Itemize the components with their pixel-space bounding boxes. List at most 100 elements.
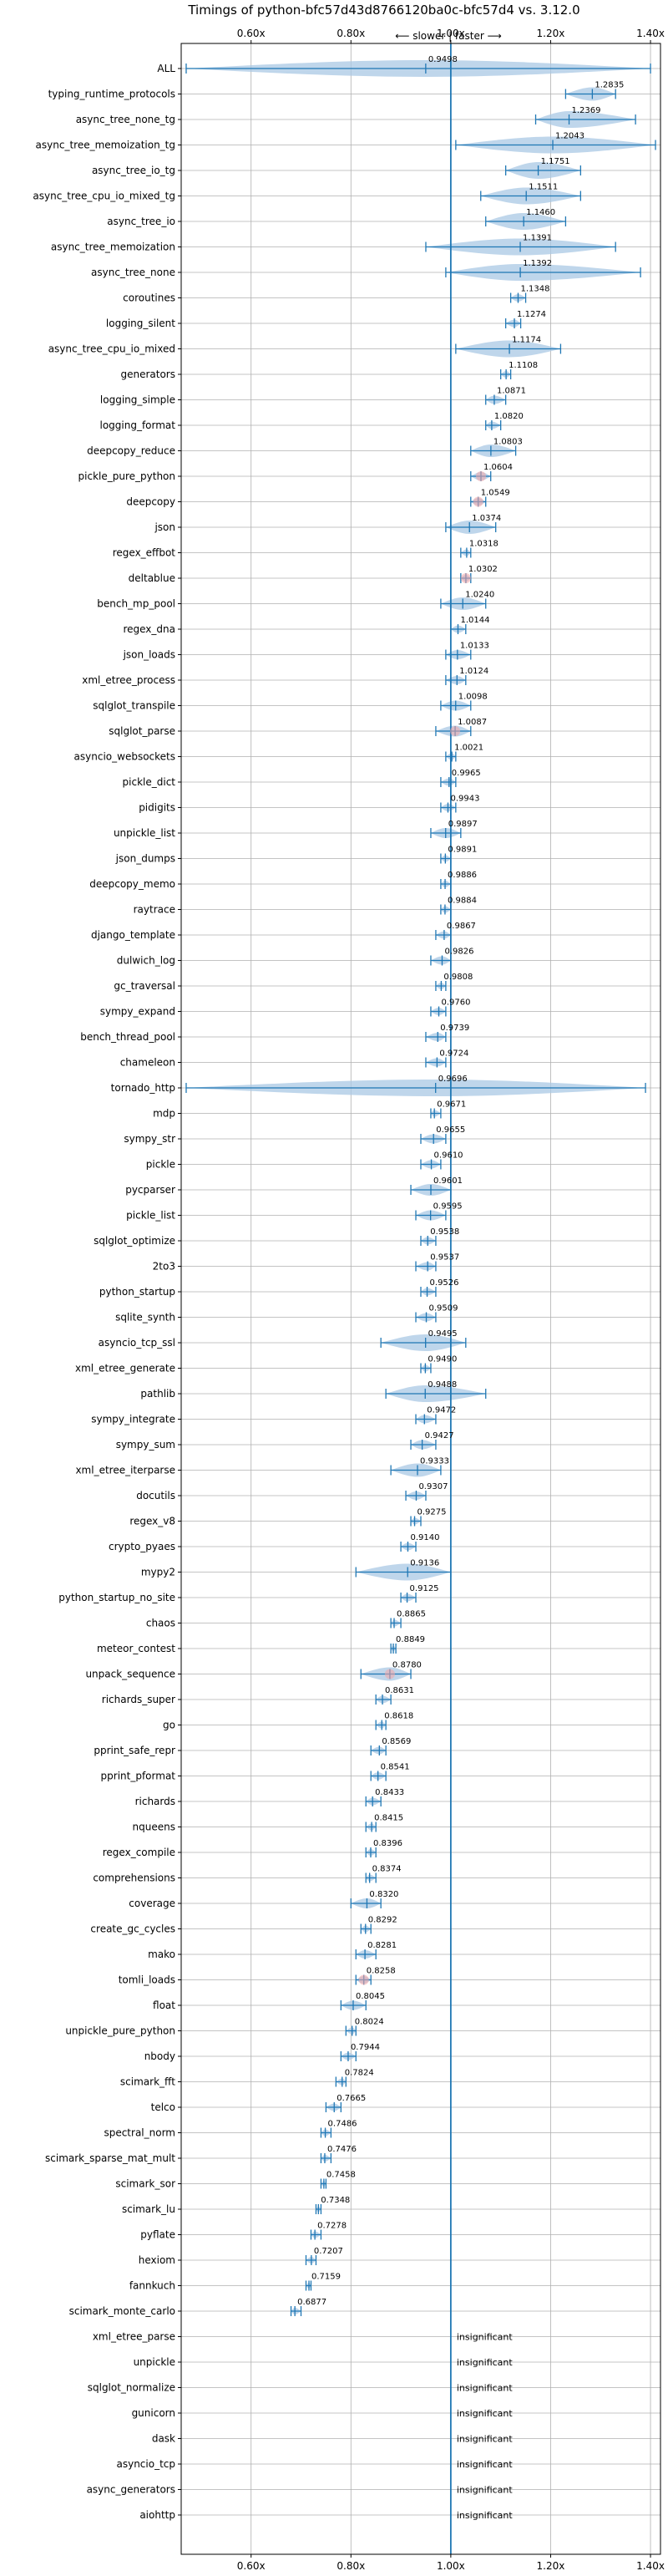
benchmark-name: dulwich_log xyxy=(117,955,175,967)
value-label: 1.0803 xyxy=(493,438,523,447)
benchmark-name: regex_v8 xyxy=(129,1516,175,1527)
benchmark-name: raytrace xyxy=(134,904,175,916)
benchmark-name: chaos xyxy=(146,1618,175,1629)
x-tick-label-bottom: 0.80x xyxy=(337,2560,365,2572)
benchmark-name: async_generators xyxy=(87,2484,175,2496)
benchmark-name: sqlglot_transpile xyxy=(93,700,175,712)
value-label: 1.0087 xyxy=(458,718,487,727)
benchmark-name: json_dumps xyxy=(115,853,175,865)
benchmark-name: python_startup_no_site xyxy=(58,1592,175,1603)
value-label: 1.2369 xyxy=(572,106,601,115)
value-label: 0.8849 xyxy=(396,1635,425,1644)
value-label: 0.9140 xyxy=(410,1533,439,1542)
value-label: 1.0133 xyxy=(460,642,489,651)
value-label: 1.0098 xyxy=(458,693,488,702)
value-label: 1.1751 xyxy=(541,157,570,166)
value-label: 0.9136 xyxy=(410,1559,439,1568)
benchmark-name: pyflate xyxy=(140,2229,175,2241)
value-label: 0.8618 xyxy=(384,1712,413,1721)
benchmark-name: sqlglot_parse xyxy=(109,725,175,737)
value-label: 0.9125 xyxy=(410,1584,439,1593)
benchmark-name: generators xyxy=(120,368,175,380)
benchmark-name: pidigits xyxy=(139,802,175,814)
value-label: 1.1274 xyxy=(517,310,546,319)
benchmark-name: asyncio_tcp_ssl xyxy=(99,1337,175,1349)
benchmark-name: telco xyxy=(151,2101,175,2113)
grid-layer xyxy=(178,40,660,2558)
benchmark-name: logging_silent xyxy=(106,318,175,329)
value-label: 1.1348 xyxy=(520,285,549,294)
value-label: 0.7207 xyxy=(314,2247,343,2256)
value-label: 0.9333 xyxy=(420,1457,449,1466)
x-tick-label-top: 0.60x xyxy=(237,28,266,39)
benchmark-name: gunicorn xyxy=(132,2407,175,2419)
value-label: 0.7458 xyxy=(326,2171,356,2180)
benchmark-name: pickle_pure_python xyxy=(78,470,175,482)
benchmark-name: chameleon xyxy=(120,1057,175,1069)
value-label: 0.8631 xyxy=(385,1686,414,1695)
benchmark-name: sympy_sum xyxy=(116,1439,175,1451)
value-label: 0.9498 xyxy=(428,55,458,64)
value-label: 0.9884 xyxy=(448,897,477,906)
benchmark-name: sqlglot_optimize xyxy=(94,1235,175,1247)
value-label: 0.9509 xyxy=(429,1304,458,1313)
value-label: 1.0871 xyxy=(497,387,526,396)
insignificant-label: insignificant xyxy=(457,2383,514,2394)
value-label: 0.9696 xyxy=(438,1075,468,1084)
benchmark-name: meteor_contest xyxy=(97,1643,175,1654)
benchmark-name: go xyxy=(163,1720,175,1731)
value-label: 0.9965 xyxy=(452,769,481,778)
value-label: 1.1174 xyxy=(512,336,541,345)
benchmark-name: async_tree_cpu_io_mixed_tg xyxy=(33,191,175,202)
benchmark-name: sympy_expand xyxy=(100,1006,175,1018)
benchmark-name: coroutines xyxy=(123,292,175,304)
value-label: 0.7348 xyxy=(321,2196,350,2205)
benchmark-name: scimark_lu xyxy=(122,2203,175,2215)
benchmark-name: asyncio_tcp xyxy=(116,2458,175,2470)
x-tick-label-top: 1.20x xyxy=(537,28,565,39)
benchmark-name: aiohttp xyxy=(139,2509,175,2521)
benchmark-name: logging_format xyxy=(99,419,175,431)
outlier-highlight xyxy=(473,496,483,507)
outlier-highlight xyxy=(384,1669,395,1679)
value-label: 1.0240 xyxy=(465,591,494,600)
value-label: 0.8415 xyxy=(374,1814,403,1823)
benchmark-name: unpickle_list xyxy=(114,827,175,839)
benchmark-name: pathlib xyxy=(140,1388,175,1400)
value-label: 1.0549 xyxy=(481,489,510,498)
benchmark-name: pickle xyxy=(146,1159,175,1171)
x-tick-label-top: 1.40x xyxy=(636,28,665,39)
value-label: 0.9826 xyxy=(444,948,473,957)
value-label: 0.7944 xyxy=(351,2043,380,2052)
benchmark-name: asyncio_websockets xyxy=(74,751,175,763)
insignificant-label: insignificant xyxy=(457,2485,514,2496)
value-label: 0.7159 xyxy=(311,2273,341,2282)
benchmark-name: python_startup xyxy=(99,1286,175,1298)
benchmark-name: pprint_safe_repr xyxy=(94,1745,175,1756)
marks-layer xyxy=(185,43,656,2554)
value-label: 0.8541 xyxy=(381,1763,410,1772)
value-label: 0.8865 xyxy=(397,1610,426,1619)
chart-title: Timings of python-bfc57d43d8766120ba0c-b… xyxy=(187,3,579,18)
insignificant-label: insignificant xyxy=(457,2408,514,2419)
benchmark-name: sqlite_synth xyxy=(115,1312,175,1324)
value-label: 0.9724 xyxy=(439,1049,468,1059)
x-tick-label-bottom: 0.60x xyxy=(237,2560,266,2572)
benchmark-name: pprint_pformat xyxy=(101,1771,176,1782)
value-label: 0.9760 xyxy=(442,998,471,1008)
labels-layer: 0.60x 0.60x 0.80x 0.80x 1.00x 1.00x 1.20x 1.20x… xyxy=(33,28,665,2572)
value-label: 1.1392 xyxy=(523,259,552,268)
benchmark-name: pickle_list xyxy=(126,1210,175,1222)
benchmark-name: mako xyxy=(148,1949,175,1960)
value-label: 1.1391 xyxy=(523,234,552,243)
value-label: 0.9537 xyxy=(430,1253,459,1263)
benchmark-name: deltablue xyxy=(129,572,175,584)
value-label: 1.1511 xyxy=(529,183,558,192)
benchmark-name: async_tree_io_tg xyxy=(92,165,175,176)
outlier-highlight xyxy=(475,471,486,481)
value-label: 0.8320 xyxy=(369,1890,398,1899)
benchmark-name: mdp xyxy=(153,1108,175,1120)
insignificant-label: insignificant xyxy=(457,2332,514,2343)
benchmark-name: async_tree_io xyxy=(107,216,175,227)
